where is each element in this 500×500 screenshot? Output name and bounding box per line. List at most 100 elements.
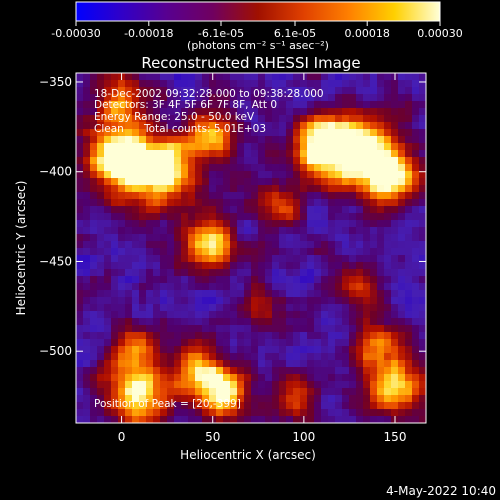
- heatmap-cell: [216, 374, 224, 382]
- heatmap-cell: [139, 206, 147, 214]
- heatmap-cell: [272, 178, 280, 186]
- heatmap-cell: [139, 402, 147, 410]
- heatmap-cell: [244, 206, 252, 214]
- heatmap-cell: [370, 199, 378, 207]
- heatmap-cell: [321, 143, 329, 151]
- heatmap-cell: [251, 157, 259, 165]
- heatmap-cell: [419, 395, 426, 403]
- heatmap-cell: [125, 143, 133, 151]
- heatmap-cell: [293, 108, 301, 116]
- heatmap-cell: [314, 206, 322, 214]
- heatmap-cell: [398, 318, 406, 326]
- heatmap-cell: [216, 262, 224, 270]
- heatmap-cell: [293, 283, 301, 291]
- heatmap-cell: [167, 276, 175, 284]
- heatmap-cell: [398, 192, 406, 200]
- heatmap-cell: [356, 227, 364, 235]
- heatmap-cell: [90, 241, 98, 249]
- heatmap-cell: [293, 374, 301, 382]
- heatmap-cell: [160, 367, 168, 375]
- heatmap-cell: [398, 374, 406, 382]
- heatmap-cell: [83, 409, 91, 417]
- heatmap-cell: [356, 255, 364, 263]
- heatmap-cell: [349, 304, 357, 312]
- heatmap-cell: [265, 150, 273, 158]
- heatmap-cell: [412, 234, 420, 242]
- heatmap-cell: [181, 178, 189, 186]
- heatmap-cell: [251, 143, 259, 151]
- heatmap-cell: [328, 297, 336, 305]
- heatmap-cell: [370, 290, 378, 298]
- heatmap-cell: [83, 416, 91, 423]
- heatmap-cell: [209, 325, 217, 333]
- heatmap-cell: [342, 269, 350, 277]
- heatmap-cell: [286, 332, 294, 340]
- heatmap-cell: [307, 297, 315, 305]
- heatmap-cell: [405, 269, 413, 277]
- heatmap-cell: [391, 290, 399, 298]
- heatmap-cell: [300, 122, 308, 130]
- heatmap-cell: [223, 290, 231, 298]
- heatmap-cell: [230, 171, 238, 179]
- heatmap-cell: [160, 129, 168, 137]
- heatmap-cell: [286, 220, 294, 228]
- heatmap-cell: [272, 73, 280, 81]
- heatmap-cell: [377, 283, 385, 291]
- heatmap-cell: [412, 220, 420, 228]
- heatmap-cell: [321, 346, 329, 354]
- heatmap-cell: [97, 409, 105, 417]
- heatmap-cell: [251, 283, 259, 291]
- heatmap-cell: [258, 94, 266, 102]
- heatmap-cell: [279, 332, 287, 340]
- heatmap-cell: [286, 283, 294, 291]
- heatmap-cell: [244, 122, 252, 130]
- heatmap-cell: [342, 94, 350, 102]
- heatmap-cell: [307, 171, 315, 179]
- heatmap-cell: [328, 304, 336, 312]
- heatmap-cell: [251, 227, 259, 235]
- heatmap-cell: [209, 241, 217, 249]
- heatmap-cell: [83, 192, 91, 200]
- heatmap-cell: [181, 115, 189, 123]
- heatmap-cell: [202, 388, 210, 396]
- heatmap-cell: [153, 213, 161, 221]
- heatmap-cell: [216, 108, 224, 116]
- heatmap-cell: [265, 192, 273, 200]
- heatmap-cell: [314, 157, 322, 165]
- heatmap-cell: [111, 150, 119, 158]
- heatmap-cell: [146, 290, 154, 298]
- heatmap-cell: [342, 367, 350, 375]
- heatmap-cell: [139, 248, 147, 256]
- heatmap-cell: [167, 367, 175, 375]
- heatmap-cell: [405, 304, 413, 312]
- heatmap-cell: [76, 339, 84, 347]
- heatmap-cell: [370, 164, 378, 172]
- heatmap-cell: [216, 178, 224, 186]
- heatmap-cell: [293, 353, 301, 361]
- heatmap-cell: [363, 381, 371, 389]
- heatmap-cell: [104, 206, 112, 214]
- heatmap-cell: [97, 367, 105, 375]
- heatmap-cell: [272, 346, 280, 354]
- heatmap-cell: [349, 339, 357, 347]
- heatmap-cell: [419, 353, 426, 361]
- heatmap-cell: [405, 346, 413, 354]
- heatmap-cell: [258, 262, 266, 270]
- heatmap-cell: [209, 332, 217, 340]
- heatmap-cell: [209, 178, 217, 186]
- heatmap-cell: [398, 73, 406, 81]
- heatmap-cell: [328, 199, 336, 207]
- heatmap-cell: [286, 164, 294, 172]
- heatmap-cell: [342, 402, 350, 410]
- heatmap-cell: [307, 416, 315, 423]
- heatmap-cell: [405, 248, 413, 256]
- heatmap-cell: [419, 206, 426, 214]
- heatmap-cell: [272, 297, 280, 305]
- heatmap-cell: [384, 297, 392, 305]
- heatmap-cell: [314, 339, 322, 347]
- heatmap-cell: [412, 367, 420, 375]
- heatmap-cell: [412, 332, 420, 340]
- heatmap-cell: [118, 101, 126, 109]
- colorbar-ticks: -0.00030 -0.00018 -6.1e-05 6.1e-05 0.00018 0.…: [51, 21, 463, 40]
- heatmap-cell: [321, 255, 329, 263]
